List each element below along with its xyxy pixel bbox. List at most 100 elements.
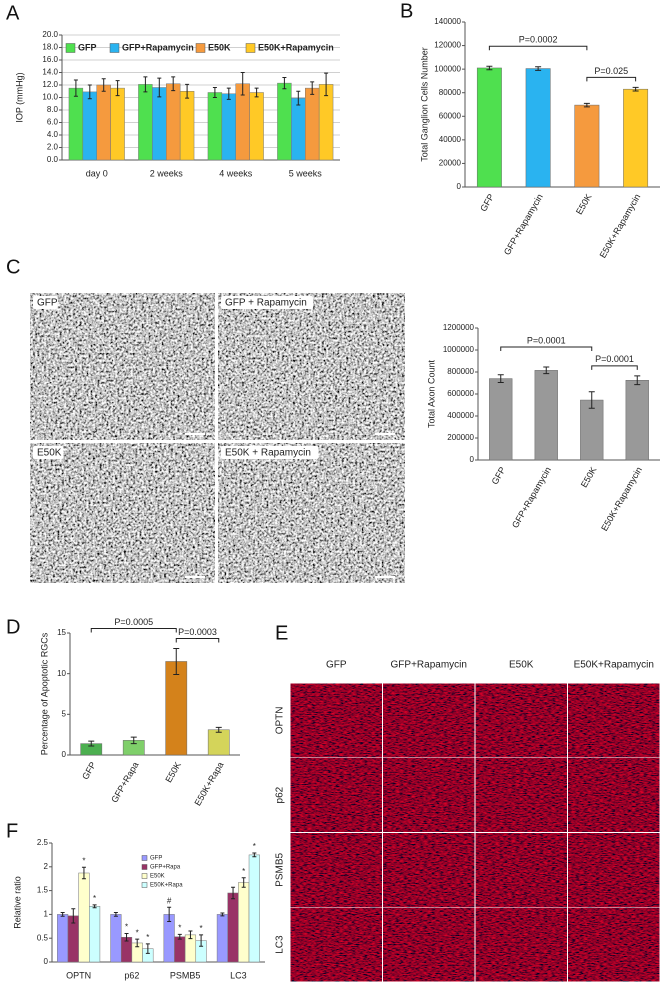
legend-label: GFP+Rapa <box>150 865 181 871</box>
bar <box>305 87 320 161</box>
row-label: OPTN <box>275 706 286 734</box>
bar <box>623 88 649 188</box>
error-bar <box>135 938 140 948</box>
annotation: P=0.025 <box>594 66 628 76</box>
panel-label: B <box>400 0 413 22</box>
error-bar <box>241 877 246 888</box>
micrograph <box>218 293 405 440</box>
legend-label: GFP+Rapamycin <box>122 42 194 52</box>
legend-label: E50K <box>150 874 165 880</box>
y-tick-label: 600000 <box>447 389 474 398</box>
fluorescence-image <box>383 833 475 907</box>
significance-marker: * <box>146 933 149 942</box>
legend-swatch <box>141 864 148 870</box>
y-tick-label: 2.5 <box>37 838 49 847</box>
x-tick-label: p62 <box>124 970 139 980</box>
bar <box>238 882 250 963</box>
fluorescence-image <box>475 758 567 832</box>
bar <box>82 91 97 161</box>
significance-bracket <box>175 637 220 643</box>
bar <box>574 104 600 188</box>
error-bar <box>254 87 259 98</box>
error-bar <box>88 740 95 747</box>
error-bar <box>157 77 162 98</box>
annotation: P=0.0005 <box>114 617 153 627</box>
annotation: P=0.0002 <box>519 35 558 45</box>
error-bar <box>231 886 236 900</box>
error-bar <box>282 77 287 90</box>
error-bar <box>583 102 590 108</box>
row-label: LC3 <box>275 935 286 954</box>
image-label-bg <box>33 296 58 309</box>
column-label: E50K <box>509 660 534 671</box>
error-bar <box>212 87 217 98</box>
significance-marker: * <box>136 928 139 937</box>
error-bar <box>173 647 180 675</box>
panel-label: F <box>6 820 18 842</box>
legend-swatch <box>195 43 206 53</box>
significance-bracket <box>90 627 177 633</box>
bar <box>166 83 181 161</box>
bar <box>110 914 122 963</box>
y-tick-label: 16.0 <box>42 55 58 64</box>
error-bar <box>199 934 204 947</box>
y-axis-label: IOP (mmHg) <box>14 72 24 122</box>
y-tick-label: 4.0 <box>47 130 59 139</box>
error-bar <box>171 76 176 92</box>
y-tick-label: 0 <box>62 750 67 759</box>
image-label: GFP + Rapamycin <box>225 298 307 309</box>
y-tick-label: 0 <box>44 957 49 966</box>
bar <box>152 87 167 161</box>
y-tick-label: 800000 <box>447 367 474 376</box>
x-tick-label: 4 weeks <box>219 168 253 178</box>
fluorescence-image <box>475 833 567 907</box>
fluorescence-image <box>383 683 475 758</box>
y-tick-label: 120000 <box>434 41 461 50</box>
legend-label: E50K <box>208 42 231 52</box>
y-tick-label: 2 <box>44 862 49 871</box>
x-tick-label: GFP <box>80 760 98 781</box>
error-bar <box>92 904 97 909</box>
error-bar <box>215 726 222 733</box>
error-bar <box>101 78 106 92</box>
bar <box>277 82 292 161</box>
fluorescence-image <box>290 758 382 832</box>
bar <box>207 729 230 756</box>
significance-bracket <box>591 365 638 370</box>
error-bar <box>634 375 641 386</box>
x-tick-label: 5 weeks <box>289 168 323 178</box>
error-bar <box>543 366 550 375</box>
x-tick-label: PSMB5 <box>170 970 201 980</box>
column-label: GFP <box>326 660 347 671</box>
x-tick-label: GFP <box>490 465 508 486</box>
error-bar <box>71 908 76 924</box>
y-tick-label: 2.0 <box>47 143 59 152</box>
error-bar <box>81 866 86 880</box>
y-tick-label: 1.5 <box>37 886 49 895</box>
legend-label: E50K+Rapa <box>150 883 183 889</box>
significance-bracket <box>488 45 588 51</box>
significance-marker: * <box>200 924 203 933</box>
legend-swatch <box>141 855 148 861</box>
bar <box>207 92 223 161</box>
bar <box>625 380 649 461</box>
bar <box>249 92 264 161</box>
y-tick-label: 6.0 <box>47 118 59 127</box>
micrograph <box>218 443 405 583</box>
error-bar <box>113 911 118 917</box>
y-tick-label: 1000000 <box>443 345 475 354</box>
image-label-bg <box>33 446 64 459</box>
row-label: p62 <box>275 786 286 803</box>
bar <box>248 854 260 963</box>
bar <box>291 97 306 161</box>
bar <box>221 93 237 161</box>
micrograph <box>30 443 215 583</box>
legend-label: E50K+Rapamycin <box>258 42 334 52</box>
annotation: P=0.0001 <box>527 335 566 345</box>
y-tick-label: 14.0 <box>42 68 58 77</box>
y-tick-label: 18.0 <box>42 43 58 52</box>
image-label-bg <box>221 296 313 309</box>
x-tick-label: E50K <box>163 760 183 784</box>
y-tick-label: 20000 <box>439 159 462 168</box>
